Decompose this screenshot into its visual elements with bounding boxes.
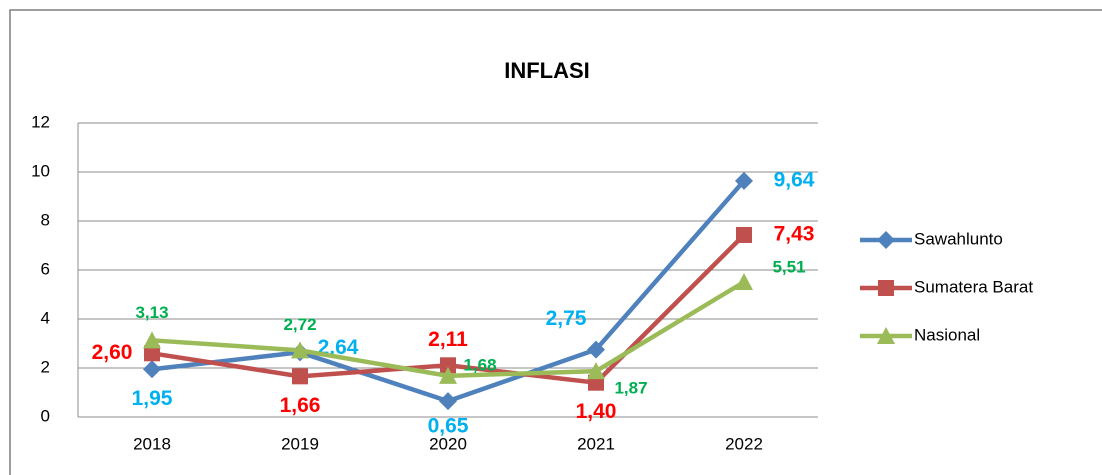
x-tick-label: 2019 — [281, 434, 319, 453]
value-label: 1,68 — [463, 355, 496, 374]
value-label: 5,51 — [772, 257, 805, 276]
y-tick-label: 8 — [41, 210, 50, 229]
y-tick-label: 4 — [41, 308, 50, 327]
value-label: 3,13 — [135, 303, 168, 322]
value-label: 9,64 — [774, 168, 815, 191]
x-tick-label: 2022 — [725, 434, 763, 453]
legend-label: Nasional — [914, 325, 980, 344]
value-label: 1,95 — [132, 387, 173, 410]
value-label: 2,72 — [283, 315, 316, 334]
marker — [587, 340, 605, 359]
value-label: 2,60 — [92, 341, 133, 364]
marker — [735, 171, 753, 190]
value-label: 1,87 — [614, 379, 647, 398]
marker — [587, 362, 605, 380]
marker — [440, 357, 456, 374]
legend-marker — [877, 327, 895, 344]
marker — [291, 341, 309, 359]
marker — [292, 368, 308, 385]
marker — [735, 273, 753, 291]
marker — [143, 360, 161, 379]
series — [143, 273, 753, 384]
legend-label: Sumatera Barat — [914, 277, 1033, 296]
chart-border — [9, 9, 1102, 475]
x-tick-label: 2018 — [133, 434, 171, 453]
y-tick-label: 2 — [41, 357, 50, 376]
marker — [439, 392, 457, 411]
marker — [144, 345, 160, 362]
value-label: 0,65 — [428, 415, 469, 438]
y-tick-label: 0 — [41, 406, 50, 425]
chart-title: INFLASI — [504, 58, 590, 83]
marker — [143, 331, 161, 349]
marker — [736, 226, 752, 243]
value-label: 7,43 — [774, 223, 815, 246]
x-tick-label: 2021 — [577, 434, 615, 453]
value-label: 2,75 — [546, 307, 587, 330]
legend-marker — [877, 231, 895, 249]
marker — [439, 366, 457, 384]
y-tick-label: 10 — [31, 161, 50, 180]
legend-marker — [878, 280, 894, 296]
y-tick-label: 6 — [41, 259, 50, 278]
value-label: 1,40 — [576, 400, 617, 423]
legend-label: Sawahlunto — [914, 229, 1003, 248]
value-label: 2,11 — [428, 328, 468, 351]
value-label: 1,66 — [280, 394, 321, 417]
y-tick-label: 12 — [31, 112, 50, 131]
x-tick-label: 2020 — [429, 434, 467, 453]
